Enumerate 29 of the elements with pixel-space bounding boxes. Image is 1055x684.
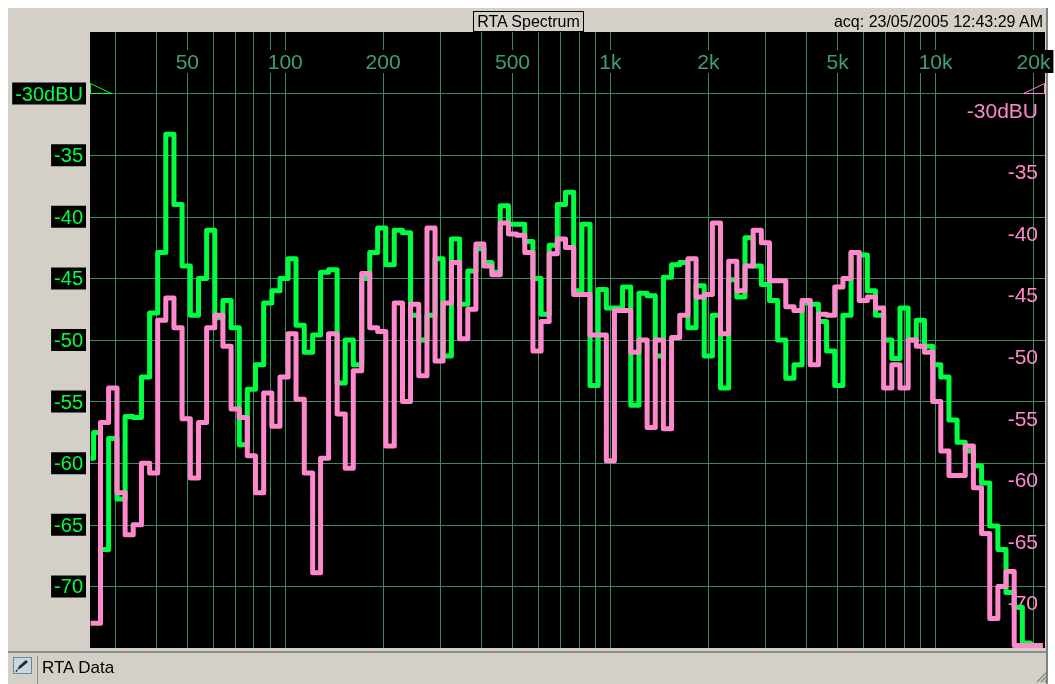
x-tick-label: 200 xyxy=(365,50,401,73)
y-tick-label: -50 xyxy=(54,329,83,351)
x-tick-label: 100 xyxy=(267,50,303,73)
x-tick-label: 1k xyxy=(599,50,622,73)
y2-tick-label: -30dBU xyxy=(966,98,1038,122)
y-tick-label: -60 xyxy=(54,452,83,475)
x-tick-label: 20k xyxy=(1016,50,1051,73)
chart-title: RTA Spectrum xyxy=(473,11,584,32)
y2-tick-label: -40 xyxy=(1007,221,1038,245)
y-tick-label: -35 xyxy=(54,144,83,167)
y2-tick-label: -50 xyxy=(1007,345,1038,368)
y-tick-label: -65 xyxy=(54,513,83,536)
y-tick-label: -55 xyxy=(54,390,83,413)
x-tick-label: 5k xyxy=(826,50,850,73)
y-tick-label: -40 xyxy=(54,205,83,228)
text: acq: 23/05/2005 12:43:29 AM xyxy=(833,12,1043,31)
x-tick-label: 50 xyxy=(175,50,200,73)
y-tick-label: -45 xyxy=(54,267,83,290)
y2-tick-label: -35 xyxy=(1007,160,1038,184)
y-tick-label: -30dBU xyxy=(15,82,83,105)
text: RTA Data xyxy=(42,657,115,679)
y-tick-label: -70 xyxy=(54,575,83,598)
y2-tick-label: -55 xyxy=(1007,406,1038,430)
y2-tick-label: -60 xyxy=(1007,468,1038,492)
x-tick-label: 500 xyxy=(494,50,531,73)
y2-tick-label: -65 xyxy=(1007,529,1038,553)
x-tick-label: 2k xyxy=(697,50,720,73)
x-tick-label: 10k xyxy=(918,50,954,73)
y2-tick-label: -45 xyxy=(1007,283,1038,307)
